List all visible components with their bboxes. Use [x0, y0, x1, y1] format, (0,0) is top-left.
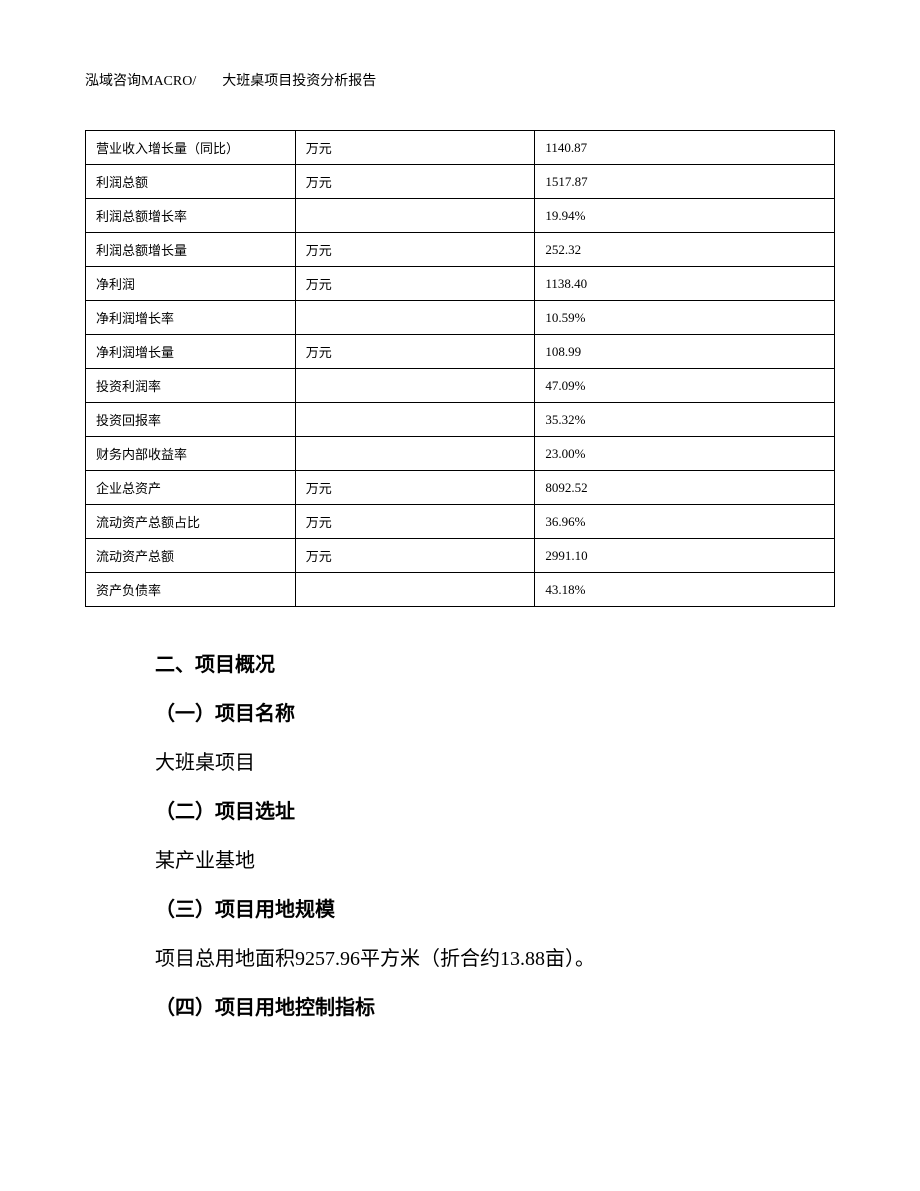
- table-cell: 万元: [295, 233, 535, 267]
- section-2-2-body: 某产业基地: [115, 837, 805, 886]
- table-cell: 万元: [295, 471, 535, 505]
- table-cell: 47.09%: [535, 369, 835, 403]
- table-cell: 财务内部收益率: [86, 437, 296, 471]
- table-cell: 10.59%: [535, 301, 835, 335]
- table-cell: [295, 301, 535, 335]
- table-cell: 营业收入增长量（同比）: [86, 131, 296, 165]
- section-2-3-heading: （三）项目用地规模: [115, 886, 805, 935]
- section-2-title: 二、项目概况: [115, 641, 805, 690]
- table-cell: 万元: [295, 267, 535, 301]
- table-cell: 8092.52: [535, 471, 835, 505]
- table-cell: 资产负债率: [86, 573, 296, 607]
- table-cell: [295, 369, 535, 403]
- table-cell: [295, 403, 535, 437]
- table-cell: 43.18%: [535, 573, 835, 607]
- table-cell: 252.32: [535, 233, 835, 267]
- table-row: 企业总资产万元8092.52: [86, 471, 835, 505]
- financial-table: 营业收入增长量（同比）万元1140.87利润总额万元1517.87利润总额增长率…: [85, 130, 835, 607]
- table-cell: [295, 573, 535, 607]
- table-row: 利润总额增长量万元252.32: [86, 233, 835, 267]
- table-row: 财务内部收益率 23.00%: [86, 437, 835, 471]
- table-cell: 流动资产总额占比: [86, 505, 296, 539]
- table-cell: 投资回报率: [86, 403, 296, 437]
- table-cell: 利润总额: [86, 165, 296, 199]
- table-row: 净利润增长率 10.59%: [86, 301, 835, 335]
- table-cell: 万元: [295, 131, 535, 165]
- table-cell: [295, 199, 535, 233]
- table-cell: 企业总资产: [86, 471, 296, 505]
- table-cell: 流动资产总额: [86, 539, 296, 573]
- table-cell: 108.99: [535, 335, 835, 369]
- table-row: 投资回报率 35.32%: [86, 403, 835, 437]
- table-cell: 利润总额增长量: [86, 233, 296, 267]
- table-cell: 2991.10: [535, 539, 835, 573]
- table-cell: 万元: [295, 505, 535, 539]
- table-cell: 利润总额增长率: [86, 199, 296, 233]
- table-row: 净利润万元1138.40: [86, 267, 835, 301]
- table-row: 营业收入增长量（同比）万元1140.87: [86, 131, 835, 165]
- table-cell: 36.96%: [535, 505, 835, 539]
- section-2-4-heading: （四）项目用地控制指标: [115, 984, 805, 1033]
- table-cell: 1138.40: [535, 267, 835, 301]
- table-row: 投资利润率 47.09%: [86, 369, 835, 403]
- table-cell: 净利润增长率: [86, 301, 296, 335]
- body-text: 二、项目概况 （一）项目名称 大班桌项目 （二）项目选址 某产业基地 （三）项目…: [85, 641, 835, 1033]
- table-cell: 35.32%: [535, 403, 835, 437]
- table-cell: 1140.87: [535, 131, 835, 165]
- table-cell: 万元: [295, 539, 535, 573]
- table-row: 利润总额万元1517.87: [86, 165, 835, 199]
- table-cell: 净利润: [86, 267, 296, 301]
- section-2-2-heading: （二）项目选址: [115, 788, 805, 837]
- page: 泓域咨询MACRO/大班桌项目投资分析报告 营业收入增长量（同比）万元1140.…: [0, 0, 920, 1093]
- table-cell: 23.00%: [535, 437, 835, 471]
- header-left: 泓域咨询MACRO/: [85, 74, 196, 89]
- table-cell: 1517.87: [535, 165, 835, 199]
- table-row: 净利润增长量万元108.99: [86, 335, 835, 369]
- section-2-1-body: 大班桌项目: [115, 739, 805, 788]
- table-row: 流动资产总额万元2991.10: [86, 539, 835, 573]
- table-row: 资产负债率 43.18%: [86, 573, 835, 607]
- table-row: 流动资产总额占比万元36.96%: [86, 505, 835, 539]
- table-cell: 19.94%: [535, 199, 835, 233]
- table-cell: [295, 437, 535, 471]
- section-2-1-heading: （一）项目名称: [115, 690, 805, 739]
- table-cell: 万元: [295, 335, 535, 369]
- page-header: 泓域咨询MACRO/大班桌项目投资分析报告: [85, 70, 835, 90]
- table-row: 利润总额增长率 19.94%: [86, 199, 835, 233]
- table-cell: 投资利润率: [86, 369, 296, 403]
- table-cell: 万元: [295, 165, 535, 199]
- section-2-3-body: 项目总用地面积9257.96平方米（折合约13.88亩）。: [115, 935, 805, 984]
- header-title: 大班桌项目投资分析报告: [222, 74, 376, 89]
- table-cell: 净利润增长量: [86, 335, 296, 369]
